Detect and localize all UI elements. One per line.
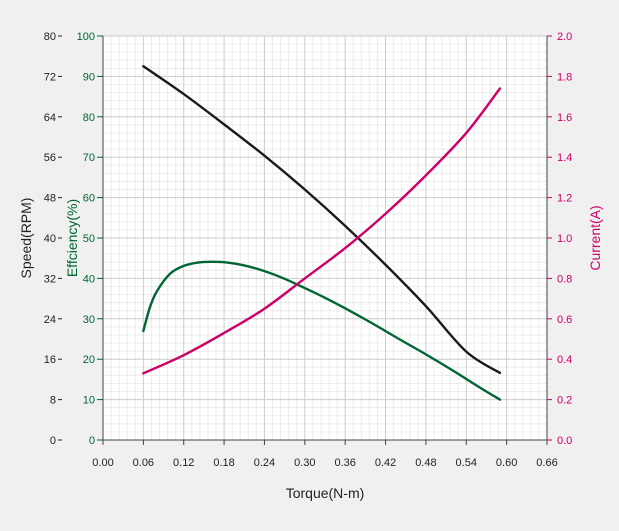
x-tick-label: 0.12: [173, 457, 194, 469]
x-tick-label: 0.42: [375, 457, 396, 469]
efficiency-tick-label: 100: [77, 31, 95, 43]
x-tick-label: 0.36: [334, 457, 355, 469]
major-grid: [103, 35, 548, 440]
efficiency-tick-label: 80: [83, 112, 95, 124]
efficiency-tick-label: 10: [83, 395, 95, 407]
speed-tick-label: 8: [50, 395, 56, 407]
speed-tick-label: 48: [44, 193, 56, 205]
current-tick-label: 1.8: [557, 71, 572, 83]
speed-tick-label: 56: [44, 152, 56, 164]
efficiency-tick-label: 40: [83, 273, 95, 285]
x-tick-label: 0.54: [456, 457, 477, 469]
current-tick-label: 0.4: [557, 354, 572, 366]
current-tick-label: 1.2: [557, 193, 572, 205]
current-tick-label: 1.4: [557, 152, 572, 164]
x-tick-label: 0.00: [92, 457, 113, 469]
x-tick-label: 0.18: [213, 457, 234, 469]
current-tick-label: 1.0: [557, 233, 572, 245]
efficiency-tick-label: 60: [83, 193, 95, 205]
efficiency-tick-label: 50: [83, 233, 95, 245]
speed-tick-label: 16: [44, 354, 56, 366]
efficiency-tick-label: 90: [83, 71, 95, 83]
speed-tick-label: 40: [44, 233, 56, 245]
efficiency-tick-label: 20: [83, 354, 95, 366]
tick-labels: 0.00 0.06 0.12 0.18 0.24 0.30 0.36 0.42 0.48 0.54…: [44, 31, 573, 469]
efficiency-tick-label: 0: [89, 435, 95, 447]
speed-tick-label: 0: [50, 435, 56, 447]
x-tick-label: 0.60: [496, 457, 517, 469]
current-tick-label: 0.6: [557, 314, 572, 326]
speed-tick-label: 64: [44, 112, 56, 124]
current-axis-label: Current(A): [587, 205, 603, 270]
speed-axis-label: Speed(RPM): [18, 198, 34, 279]
speed-tick-label: 32: [44, 273, 56, 285]
current-tick-label: 2.0: [557, 31, 572, 43]
current-tick-label: 0.0: [557, 435, 572, 447]
speed-tick-label: 80: [44, 31, 56, 43]
x-tick-label: 0.48: [415, 457, 436, 469]
efficiency-tick-label: 70: [83, 152, 95, 164]
x-tick-label: 0.06: [133, 457, 154, 469]
x-axis-label: Torque(N-m): [286, 485, 365, 501]
series-layer: [142, 65, 502, 401]
efficiency-tick-label: 30: [83, 314, 95, 326]
speed-tick-label: 24: [44, 314, 56, 326]
efficiency-series-line: [142, 260, 502, 401]
current-series-line: [142, 87, 502, 375]
x-tick-label: 0.30: [294, 457, 315, 469]
current-tick-label: 1.6: [557, 112, 572, 124]
x-tick-label: 0.66: [536, 457, 557, 469]
speed-tick-label: 72: [44, 71, 56, 83]
speed-series-line: [142, 65, 502, 375]
x-tick-label: 0.24: [254, 457, 275, 469]
current-tick-label: 0.2: [557, 395, 572, 407]
current-tick-label: 0.8: [557, 273, 572, 285]
efficiency-axis-label: Effciency(%): [64, 199, 80, 277]
